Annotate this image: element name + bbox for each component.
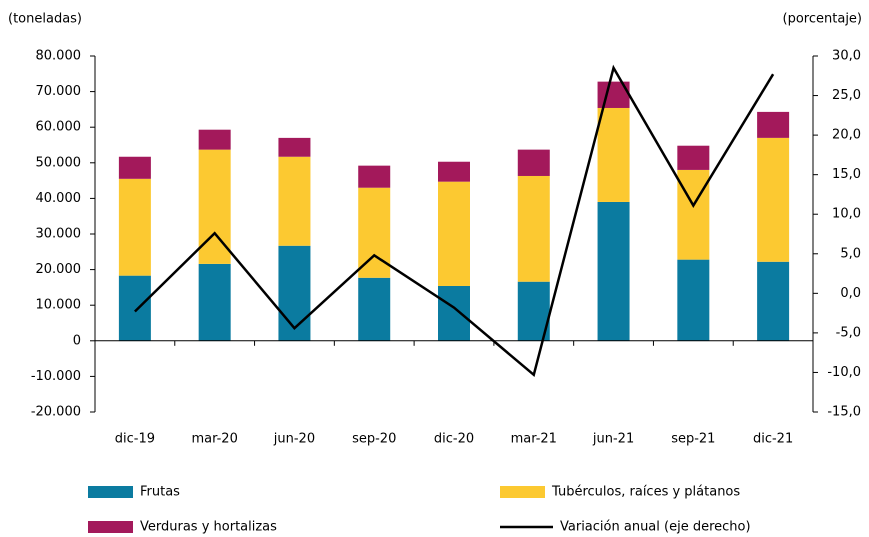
y2-tick-label: 5,0	[840, 246, 861, 261]
legend-label: Tubérculos, raíces y plátanos	[551, 485, 740, 500]
x-tick-label: mar-21	[511, 432, 557, 447]
y2-tick-label: 10,0	[832, 207, 861, 222]
bar-segment	[757, 137, 790, 262]
bar-segment	[517, 175, 550, 282]
y-tick-label: 30.000	[36, 227, 82, 242]
legend-label: Variación anual (eje derecho)	[560, 520, 751, 535]
line-series	[134, 64, 775, 378]
bar-segment	[278, 137, 311, 157]
x-tick-label: jun-20	[273, 432, 315, 447]
x-tick-label: mar-20	[191, 432, 237, 447]
x-tick-label: sep-21	[671, 432, 715, 447]
bar-segment	[278, 156, 311, 246]
legend-swatch	[88, 521, 133, 533]
legend-swatch	[88, 486, 133, 498]
bar-segment	[677, 259, 710, 341]
y-tick-label: 0	[73, 333, 81, 348]
x-tick-label: dic-20	[434, 432, 474, 447]
legend-swatch	[500, 486, 545, 498]
x-tick-label: dic-19	[115, 432, 155, 447]
x-tick-label: sep-20	[352, 432, 396, 447]
y-tick-label: 40.000	[36, 191, 82, 206]
bar-segment	[677, 169, 710, 260]
bar-segment	[198, 129, 231, 150]
bar-segment	[278, 245, 311, 341]
y2-tick-label: 15,0	[832, 167, 861, 182]
legend-label: Verduras y hortalizas	[140, 520, 277, 535]
y-tick-label: 70.000	[36, 84, 82, 99]
y-tick-label: 50.000	[36, 155, 82, 170]
y-tick-label: 10.000	[36, 298, 82, 313]
y2-tick-label: -10,0	[827, 365, 861, 380]
bar-segment	[438, 285, 470, 341]
y-tick-label: -10.000	[31, 369, 81, 384]
legend-label: Frutas	[140, 485, 180, 500]
y-axis-label: (toneladas)	[8, 12, 82, 27]
y2-tick-label: 30,0	[832, 49, 861, 64]
y2-tick-label: 20,0	[832, 128, 861, 143]
y2-tick-label: 25,0	[832, 88, 861, 103]
bar-segment	[118, 156, 151, 179]
y-tick-label: 60.000	[36, 120, 82, 135]
bar-segment	[358, 165, 391, 188]
y2-tick-label: -5,0	[836, 325, 861, 340]
y2-axis-label: (porcentaje)	[783, 12, 862, 27]
x-tick-label: jun-21	[592, 432, 634, 447]
bar-segment	[438, 161, 470, 182]
y-tick-label: -20.000	[31, 405, 81, 420]
bar-segment	[757, 111, 790, 138]
bar-segment	[597, 201, 630, 341]
y-tick-label: 80.000	[36, 49, 82, 64]
x-tick-label: dic-21	[753, 432, 793, 447]
y-tick-label: 20.000	[36, 262, 82, 277]
bar-segment	[438, 181, 470, 286]
bar-segment	[118, 178, 151, 276]
y2-tick-label: 0,0	[840, 286, 861, 301]
bar-segment	[198, 263, 231, 341]
y2-tick-label: -15,0	[827, 405, 861, 420]
bar-segment	[118, 275, 151, 341]
bar-segment	[757, 261, 790, 341]
bar-segment	[597, 107, 630, 202]
bar-segment	[517, 149, 550, 176]
bar-segment	[677, 145, 710, 170]
bar-segment	[358, 277, 391, 341]
